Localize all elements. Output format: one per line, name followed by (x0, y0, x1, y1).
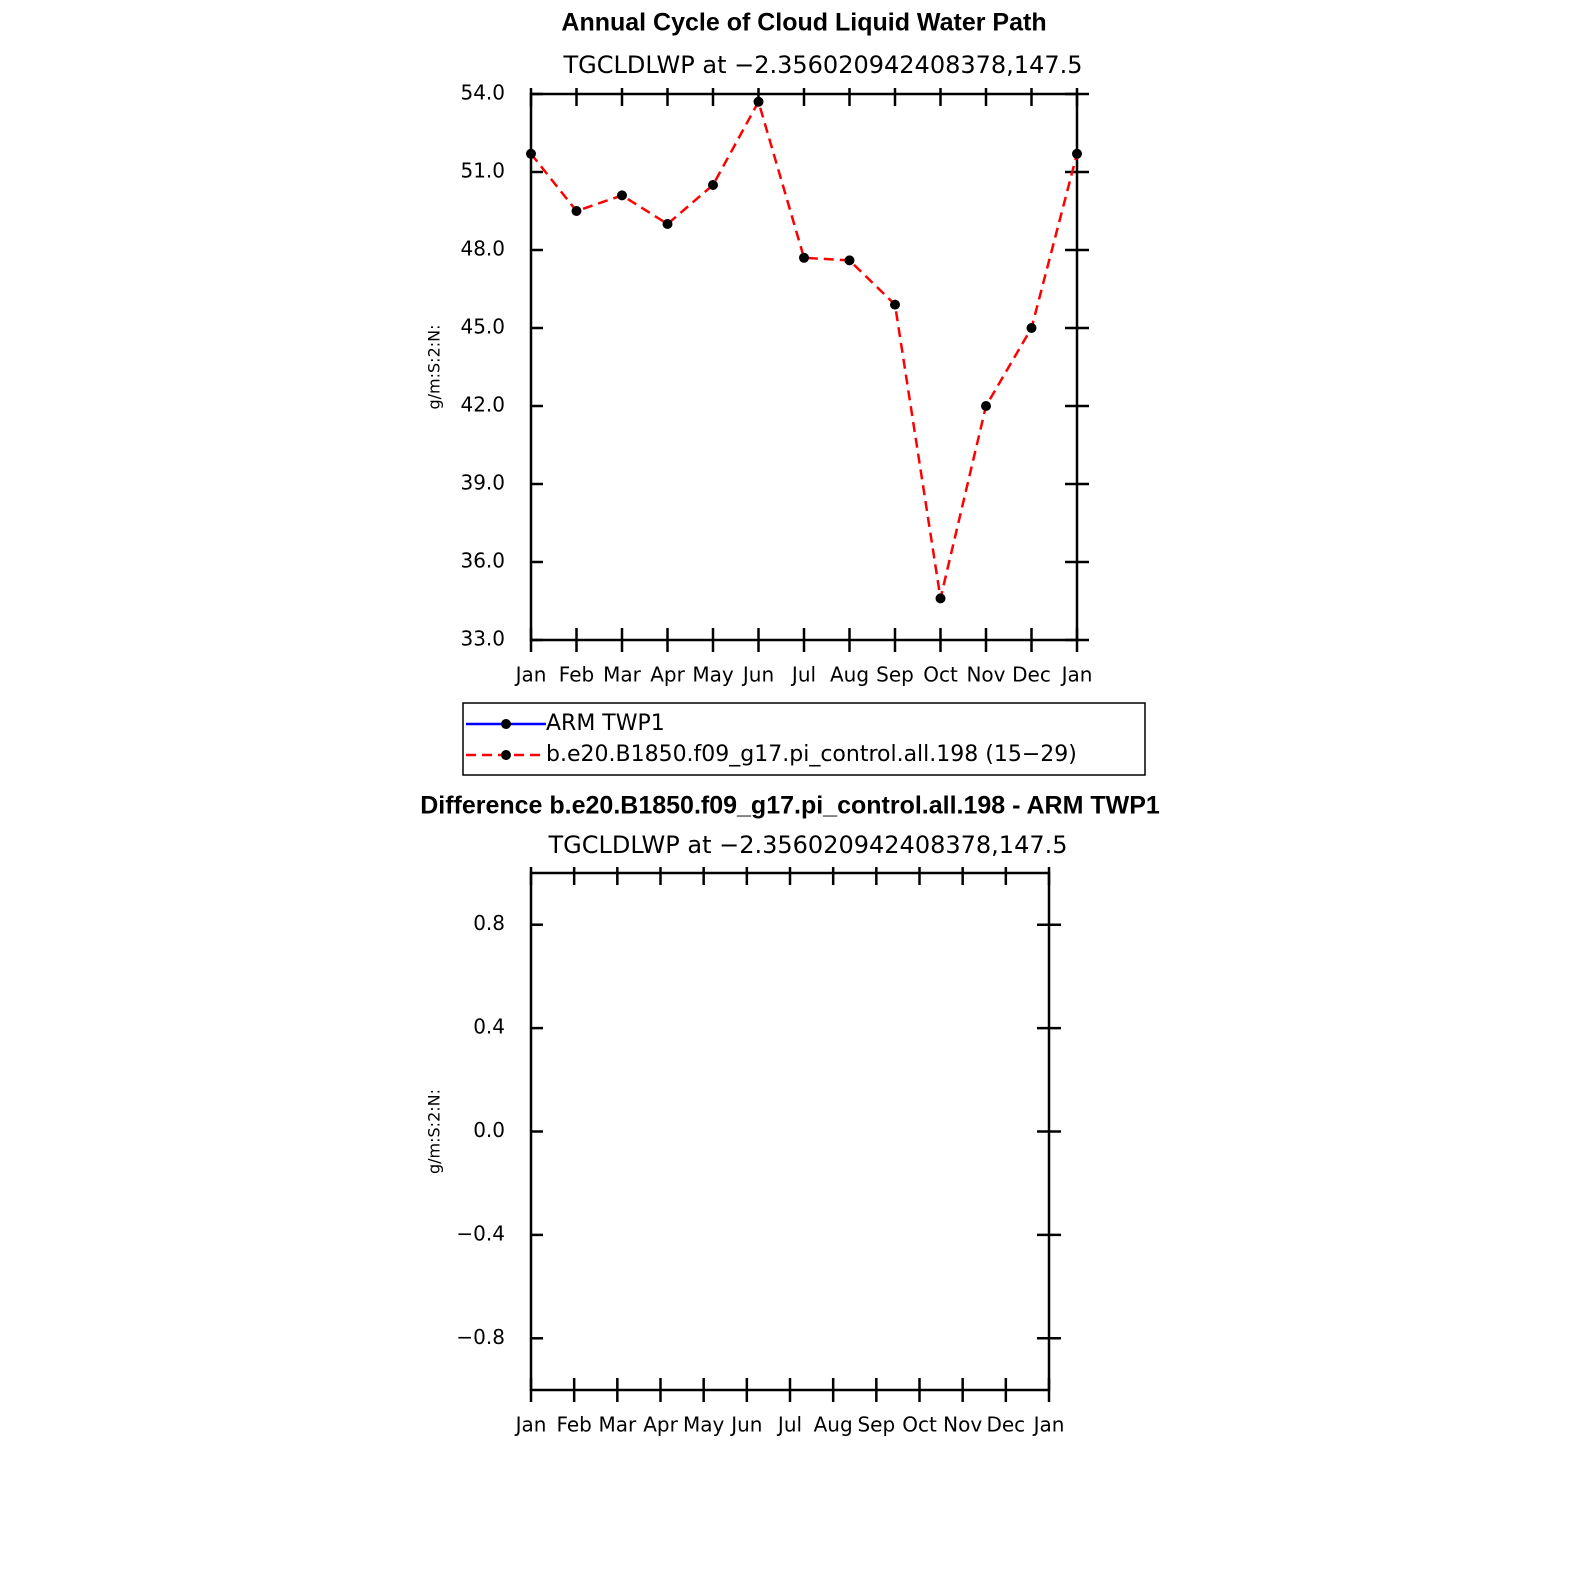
y-tick-label: 0.0 (473, 1118, 505, 1142)
x-tick-label: Mar (603, 663, 642, 687)
legend-box (462, 702, 1146, 776)
chart-subtitle: TGCLDLWP at −2.356020942408378,147.5 (548, 831, 1068, 859)
x-tick-label: Mar (598, 1413, 637, 1437)
x-tick-label: Aug (814, 1413, 853, 1437)
point (708, 180, 718, 190)
y-tick-label: −0.8 (456, 1325, 505, 1349)
point (1072, 148, 1082, 159)
y-axis-label: g/m:S:2:N: (425, 325, 444, 410)
point (526, 148, 536, 159)
y-tick-label: 51.0 (460, 159, 505, 183)
legend-marker (501, 750, 511, 760)
point (1026, 323, 1037, 333)
x-tick-label: Oct (902, 1413, 937, 1437)
x-tick-label: Jan (514, 1413, 547, 1437)
x-tick-label: Apr (643, 1413, 678, 1437)
x-tick-label: Jul (776, 1413, 802, 1437)
y-tick-label: 54.0 (460, 81, 505, 105)
point (981, 401, 991, 411)
point (662, 219, 673, 229)
y-tick-label: 33.0 (460, 627, 505, 651)
point (617, 190, 627, 201)
series-line (530, 98, 1079, 599)
point (935, 593, 946, 604)
x-tick-label: Jan (514, 663, 547, 687)
x-tick-label: Jan (1060, 663, 1093, 687)
chart-title: Annual Cycle of Cloud Liquid Water Path (561, 9, 1046, 37)
point (844, 255, 855, 266)
point (753, 96, 764, 107)
y-tick-label: 0.4 (473, 1015, 505, 1039)
x-tick-label: May (692, 663, 734, 687)
x-tick-label: Aug (830, 663, 869, 687)
y-tick-label: 45.0 (460, 315, 505, 339)
y-tick-label: 36.0 (460, 549, 505, 573)
x-tick-label: Jul (790, 663, 816, 687)
chart-title: Difference b.e20.B1850.f09_g17.pi_contro… (420, 792, 1160, 820)
y-tick-label: −0.4 (456, 1221, 505, 1245)
point (799, 252, 809, 263)
legend-marker (501, 719, 511, 729)
x-tick-label: Sep (857, 1413, 895, 1437)
legend-label: b.e20.B1850.f09_g17.pi_control.all.198 (… (546, 742, 1077, 767)
legend-label: ARM TWP1 (546, 711, 665, 736)
y-tick-label: 48.0 (460, 237, 505, 261)
x-tick-label: Feb (556, 1413, 591, 1437)
y-tick-label: 0.8 (473, 911, 505, 935)
y-tick-label: 39.0 (460, 471, 505, 495)
plot-frame (529, 871, 1051, 1392)
x-tick-label: Jun (741, 663, 774, 687)
x-tick-label: Oct (923, 663, 958, 687)
point (890, 299, 900, 310)
x-tick-label: Sep (876, 663, 914, 687)
point (571, 206, 582, 216)
chart-subtitle: TGCLDLWP at −2.356020942408378,147.5 (563, 51, 1083, 79)
x-tick-label: Dec (1012, 663, 1051, 687)
x-tick-label: Nov (943, 1413, 982, 1437)
x-tick-label: Apr (650, 663, 685, 687)
y-axis-label: g/m:S:2:N: (425, 1089, 444, 1174)
x-tick-label: Jan (1032, 1413, 1065, 1437)
x-tick-label: Nov (966, 663, 1005, 687)
plot-frame (529, 92, 1079, 642)
x-tick-label: May (683, 1413, 725, 1437)
x-tick-label: Dec (986, 1413, 1025, 1437)
x-tick-label: Feb (559, 663, 594, 687)
y-tick-label: 42.0 (460, 393, 505, 417)
x-tick-label: Jun (729, 1413, 762, 1437)
